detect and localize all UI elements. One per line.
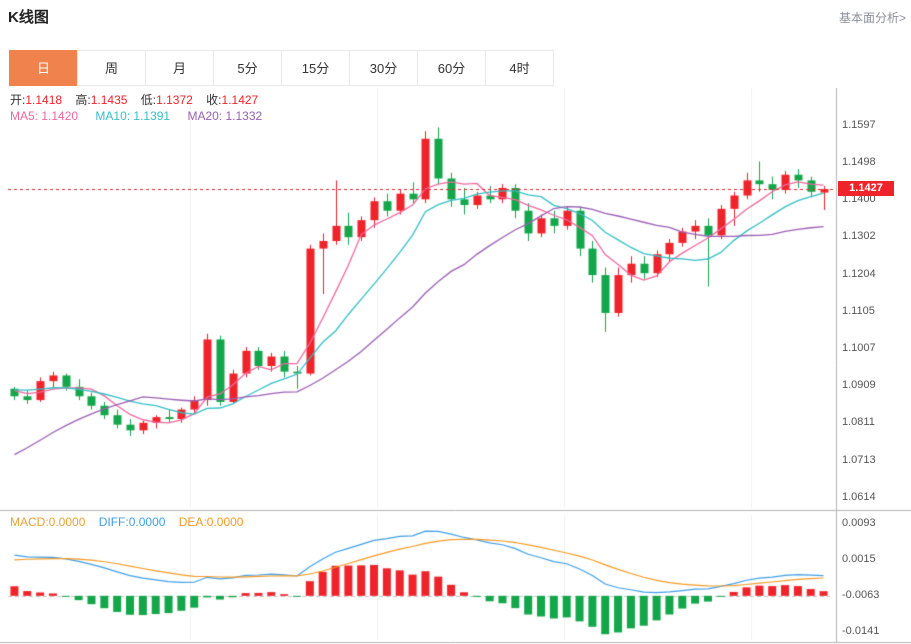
close-label: 收: bbox=[206, 93, 222, 107]
macd-axis-tick: 0.0015 bbox=[842, 553, 876, 565]
tab-60min[interactable]: 60分 bbox=[417, 50, 486, 86]
ma-legend: MA5: 1.1420 MA10: 1.1391 MA20: 1.1332 bbox=[10, 109, 262, 123]
tab-5min[interactable]: 5分 bbox=[213, 50, 282, 86]
ma5-legend: MA5: 1.1420 bbox=[10, 109, 79, 123]
price-axis-tick: 1.0713 bbox=[842, 454, 876, 466]
price-axis-tick: 1.1007 bbox=[842, 342, 876, 354]
price-axis-tick: 1.1400 bbox=[842, 193, 876, 205]
price-axis-tick: 1.1105 bbox=[842, 305, 875, 317]
dea-value-legend: DEA:0.0000 bbox=[178, 515, 244, 529]
diff-value-legend: DIFF:0.0000 bbox=[98, 515, 166, 529]
fundamental-analysis-link[interactable]: 基本面分析> bbox=[838, 11, 906, 25]
ma10-legend: MA10: 1.1391 bbox=[95, 109, 171, 123]
macd-axis-tick: -0.0141 bbox=[842, 625, 880, 637]
period-tabs: 日 周 月 5分 15分 30分 60分 4时 bbox=[9, 50, 554, 86]
high-value: 1.1435 bbox=[90, 93, 128, 107]
price-axis-tick: 1.1597 bbox=[842, 119, 876, 131]
page-title: K线图 bbox=[8, 9, 49, 26]
price-axis-tick: 1.1498 bbox=[842, 156, 876, 168]
macd-legend: MACD:0.0000 DIFF:0.0000 DEA:0.0000 bbox=[10, 515, 243, 529]
price-axis-tick: 1.0909 bbox=[842, 379, 876, 391]
high-label: 高: bbox=[75, 93, 91, 107]
price-axis-tick: 1.0614 bbox=[842, 491, 876, 503]
tab-30min[interactable]: 30分 bbox=[349, 50, 418, 86]
open-value: 1.1418 bbox=[25, 93, 63, 107]
close-value: 1.1427 bbox=[221, 93, 259, 107]
macd-axis-tick: 0.0093 bbox=[842, 517, 876, 529]
macd-axis-tick: -0.0063 bbox=[842, 589, 880, 601]
tab-month[interactable]: 月 bbox=[145, 50, 214, 86]
low-label: 低: bbox=[140, 93, 157, 107]
last-price-tag: 1.1427 bbox=[838, 181, 894, 196]
ohlc-legend: 开:1.1418 高:1.1435 低:1.1372 收:1.1427 bbox=[10, 91, 268, 108]
low-value: 1.1372 bbox=[156, 93, 193, 107]
ma20-legend: MA20: 1.1332 bbox=[187, 109, 263, 123]
price-axis-tick: 1.1302 bbox=[842, 230, 876, 242]
tab-week[interactable]: 周 bbox=[77, 50, 146, 86]
tab-4hour[interactable]: 4时 bbox=[485, 50, 554, 86]
price-axis-tick: 1.0811 bbox=[842, 416, 875, 428]
tab-day[interactable]: 日 bbox=[9, 50, 78, 86]
price-axis-tick: 1.1204 bbox=[842, 268, 876, 280]
open-label: 开: bbox=[10, 93, 26, 107]
tab-15min[interactable]: 15分 bbox=[281, 50, 350, 86]
macd-value-legend: MACD:0.0000 bbox=[10, 515, 86, 529]
